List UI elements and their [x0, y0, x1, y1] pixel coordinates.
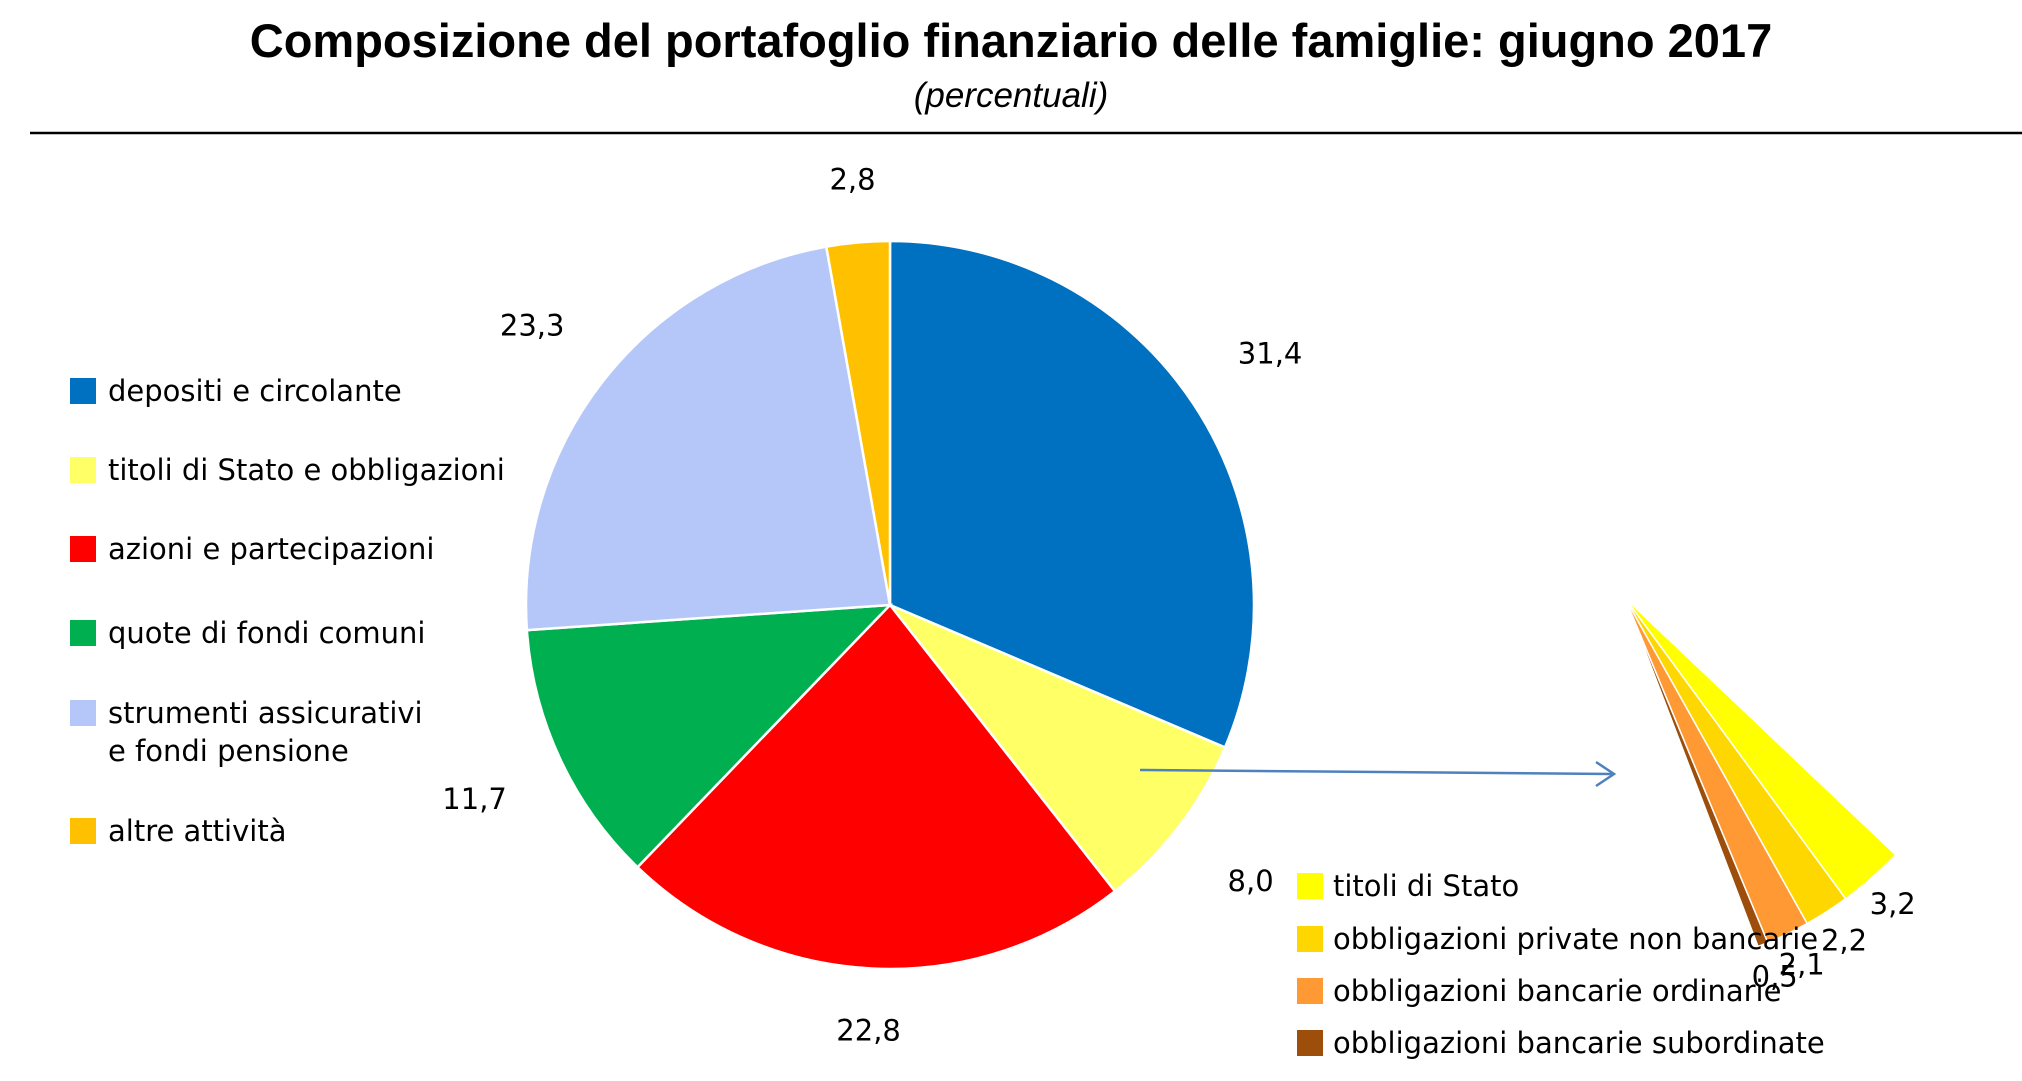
value-label-altre-attivita: 2,8: [829, 162, 875, 196]
detail-arrow-head: [1595, 760, 1617, 788]
legend-label: e fondi pensione: [108, 734, 349, 768]
legend-swatch: [70, 700, 96, 726]
main-pie: [524, 239, 1256, 971]
main-legend: depositi e circolante titoli di Stato e o…: [70, 374, 505, 848]
legend-item-strumenti-assicurativi-e-fondi-pensione: strumenti assicurativi e fondi pensione: [70, 696, 423, 768]
legend-swatch: [70, 620, 96, 646]
pie-slice-altre-attivita: [824, 239, 892, 606]
legend-swatch: [70, 536, 96, 562]
legend-swatch: [1297, 1030, 1323, 1056]
legend-label: quote di fondi comuni: [108, 616, 425, 650]
detail-value-labels: 3,22,22,10,5: [1752, 887, 1916, 993]
legend-label: obbligazioni bancarie ordinarie: [1333, 974, 1781, 1008]
legend-swatch: [70, 378, 96, 404]
legend-label: depositi e circolante: [108, 374, 402, 408]
detail-value-label-titoli-di-stato: 3,2: [1870, 887, 1916, 921]
legend-item-altre-attivita: altre attività: [70, 814, 286, 848]
pie-slice-depositi-e-circolante: [888, 239, 1256, 750]
chart-title: Composizione del portafoglio finanziario…: [250, 14, 1772, 67]
detail-value-label-obbligazioni-private-non-bancarie: 2,2: [1821, 924, 1867, 958]
legend-label: strumenti assicurativi: [108, 696, 423, 730]
detail-legend-item-titoli-di-stato: titoli di Stato: [1297, 869, 1519, 903]
legend-item-quote-di-fondi-comuni: quote di fondi comuni: [70, 616, 425, 650]
legend-swatch: [70, 457, 96, 483]
value-label-strumenti-assicurativi-e-fondi-pensione: 23,3: [500, 309, 565, 343]
legend-swatch: [70, 818, 96, 844]
value-label-azioni-e-partecipazioni: 22,8: [836, 1013, 901, 1047]
legend-label: altre attività: [108, 814, 286, 848]
detail-legend-item-obbligazioni-bancarie-ordinarie: obbligazioni bancarie ordinarie: [1297, 974, 1781, 1008]
pie-slice-strumenti-assicurativi-e-fondi-pensione: [524, 245, 892, 632]
legend-item-titoli-di-stato-e-obbligazioni: titoli di Stato e obbligazioni: [70, 453, 505, 487]
legend-label: titoli di Stato: [1333, 869, 1519, 903]
detail-value-label-obbligazioni-bancarie-subordinate: 0,5: [1752, 959, 1798, 993]
pie-slice-quote-di-fondi-comuni: [525, 603, 894, 869]
pie-slice-azioni-e-partecipazioni: [635, 603, 1117, 971]
detail-arrow-line: [1139, 768, 1613, 776]
detail-legend-item-obbligazioni-bancarie-subordinate: obbligazioni bancarie subordinate: [1297, 1026, 1825, 1060]
legend-swatch: [1297, 926, 1323, 952]
legend-item-depositi-e-circolante: depositi e circolante: [70, 374, 402, 408]
legend-item-azioni-e-partecipazioni: azioni e partecipazioni: [70, 532, 434, 566]
legend-label: titoli di Stato e obbligazioni: [108, 453, 505, 487]
chart-subtitle: (percentuali): [914, 76, 1109, 115]
legend-swatch: [1297, 978, 1323, 1004]
value-label-titoli-di-stato-e-obbligazioni: 8,0: [1228, 864, 1274, 898]
value-label-depositi-e-circolante: 31,4: [1238, 337, 1303, 371]
value-label-quote-di-fondi-comuni: 11,7: [442, 782, 507, 816]
pie-slice-titoli-di-stato-e-obbligazioni: [889, 603, 1227, 893]
main-value-labels: 31,4 8,0 22,8 11,7 23,3 2,8: [442, 162, 1302, 1047]
legend-swatch: [1297, 873, 1323, 899]
detail-slice-obbligazioni-bancarie-subordinate: [1624, 597, 1769, 948]
detail-pie: [1624, 597, 1897, 948]
legend-label: obbligazioni private non bancarie: [1333, 922, 1818, 956]
detail-value-label-obbligazioni-bancarie-ordinarie: 2,1: [1779, 947, 1825, 981]
legend-label: obbligazioni bancarie subordinate: [1333, 1026, 1825, 1060]
legend-label: azioni e partecipazioni: [108, 532, 434, 566]
detail-legend-item-obbligazioni-private-non-bancarie: obbligazioni private non bancarie: [1297, 922, 1818, 956]
detail-legend: titoli di Stato obbligazioni private non …: [1297, 869, 1825, 1060]
